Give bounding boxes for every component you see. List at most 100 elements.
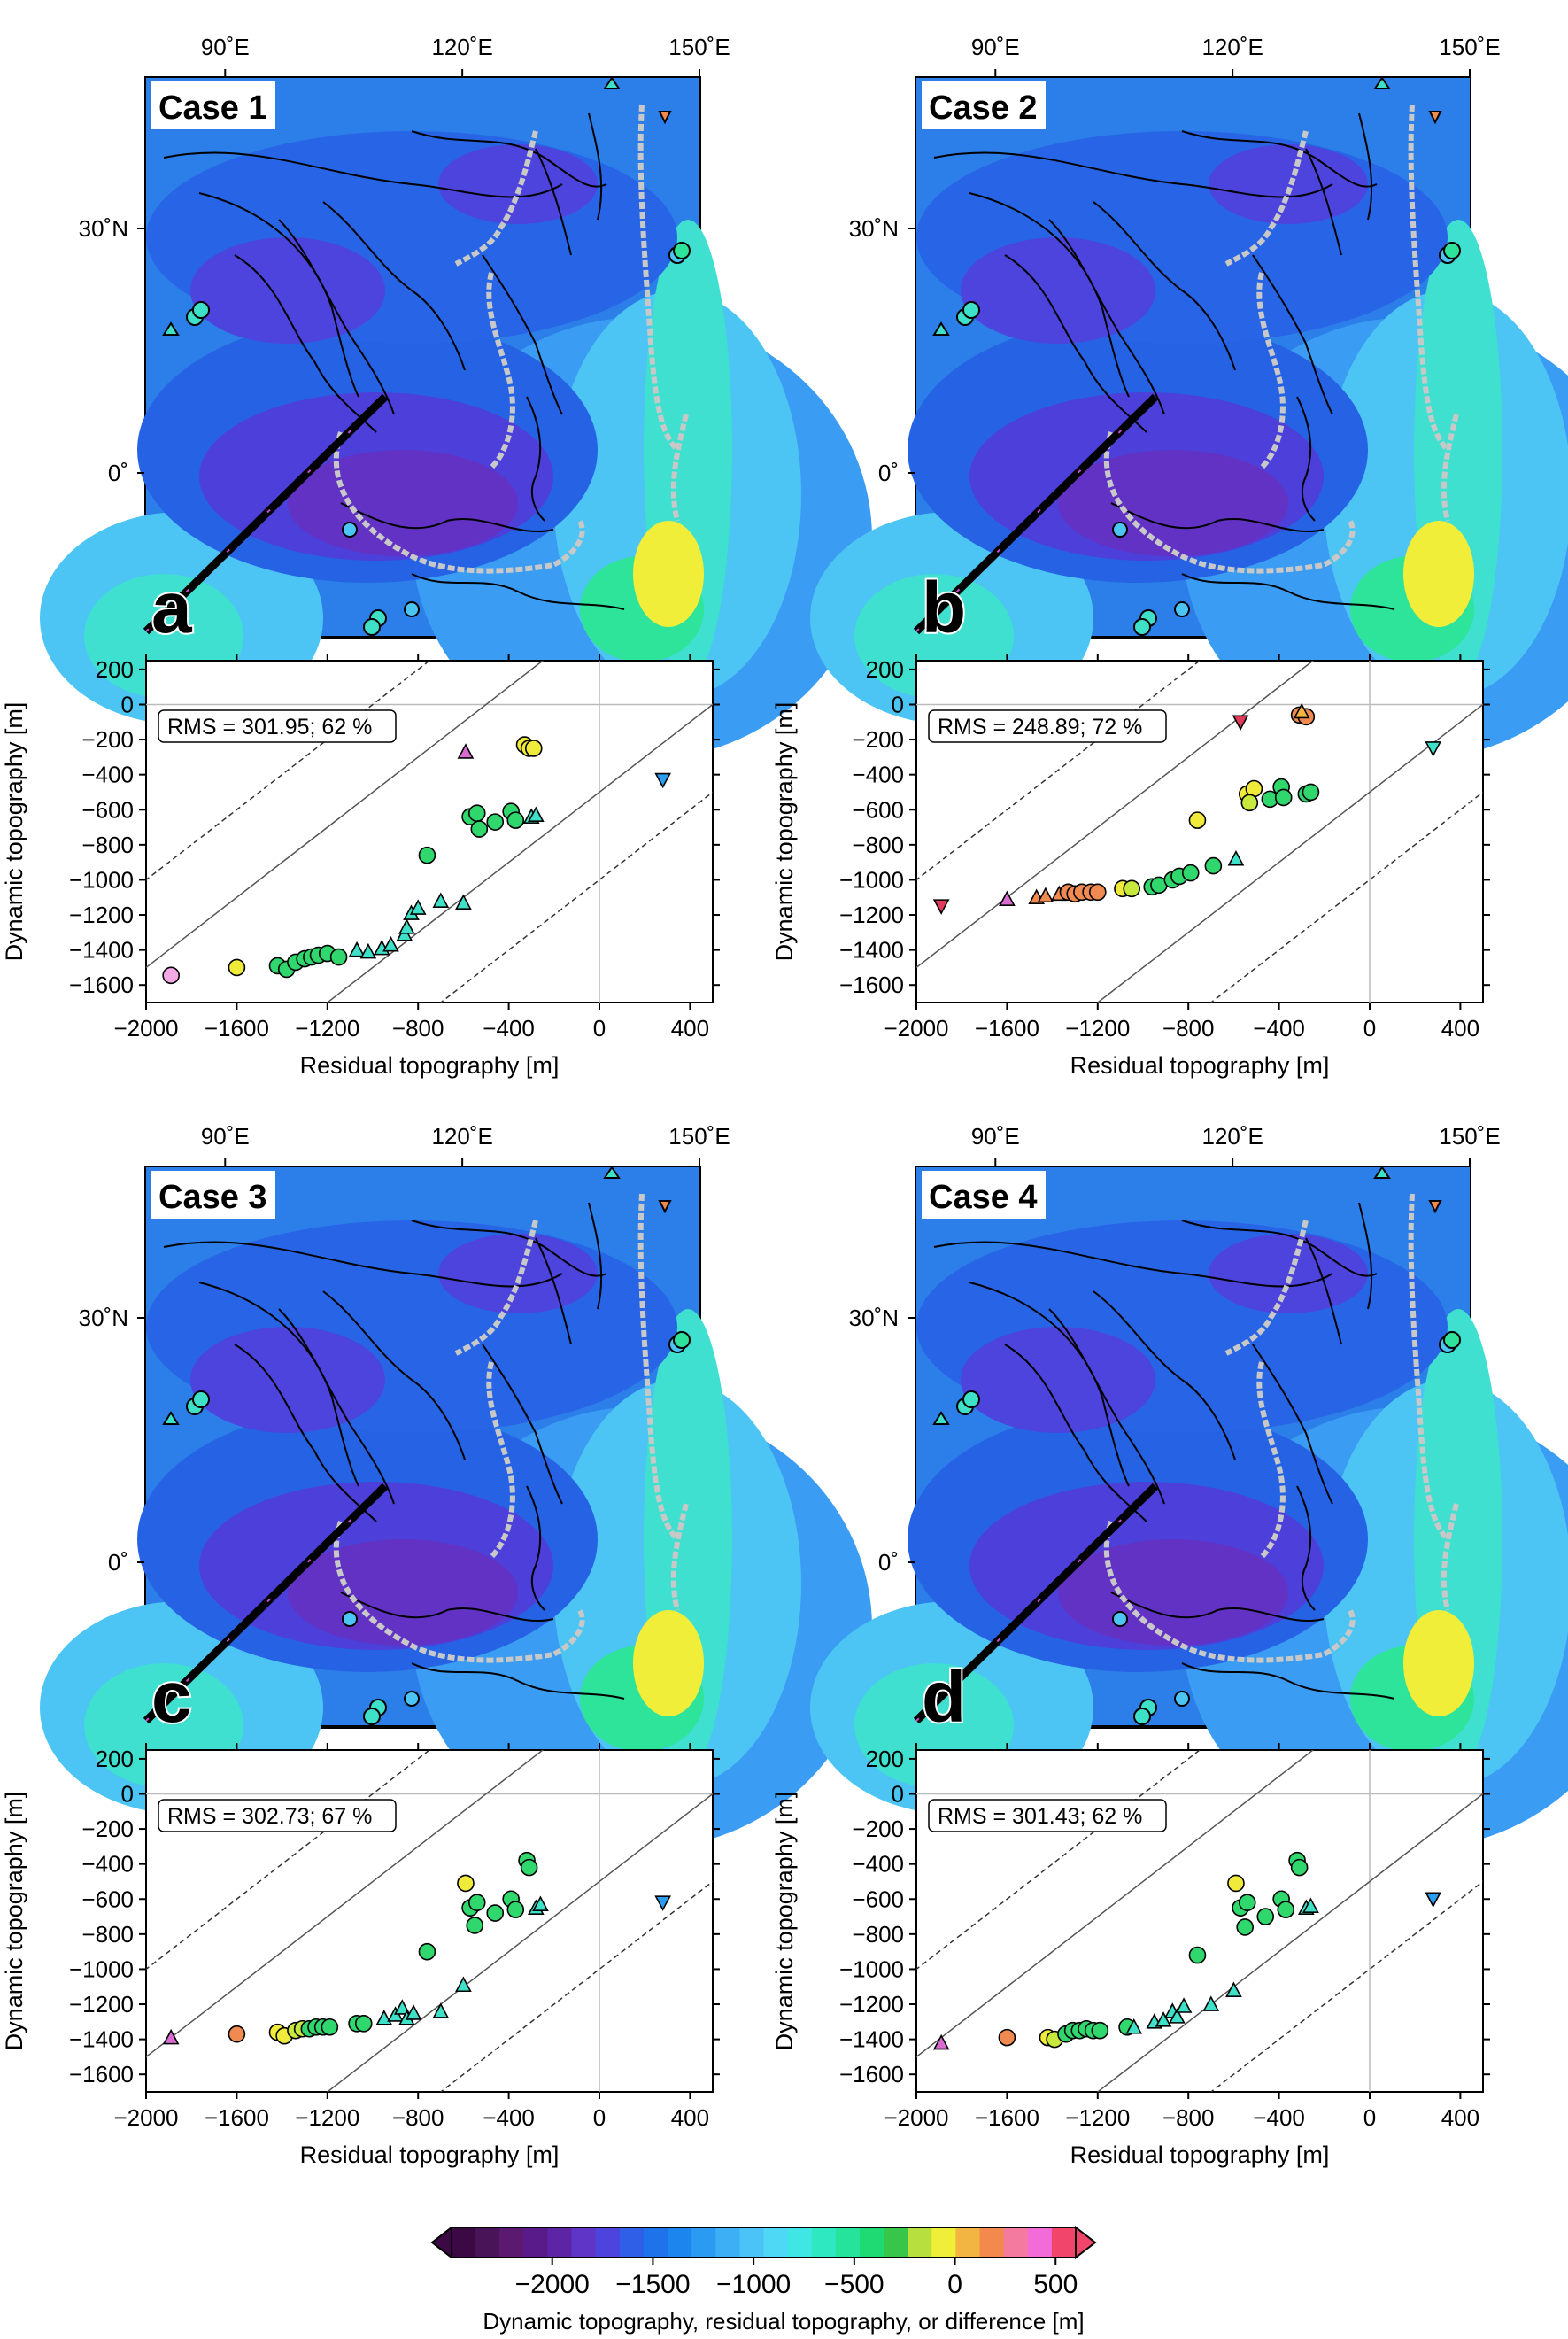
- colorbar-tick-label: 0: [947, 2270, 962, 2299]
- panels-container: 90˚E 120˚E 150˚E30˚N0˚Case 1a−2000 −1600 −12…: [1, 34, 1568, 2168]
- data-point-circle: [1181, 864, 1200, 882]
- y-tick-label: −800: [852, 1921, 904, 1948]
- reference-lines: [146, 661, 713, 1003]
- colorbar-swatch: [499, 2227, 524, 2258]
- lat-tick-label: 0˚: [108, 1549, 128, 1576]
- y-tick-label: 200: [96, 1746, 134, 1772]
- rms-box: [158, 1799, 397, 1832]
- data-point-triangle: [162, 2028, 180, 2045]
- lat-tick-label: 30˚N: [79, 1305, 128, 1331]
- y-tick-label: −1400: [839, 937, 904, 964]
- y-tick-label: −1600: [839, 2061, 904, 2087]
- x-tick-label: 0: [1363, 2104, 1376, 2131]
- x-tick-label: −800: [392, 1015, 444, 1042]
- y-tick-label: −1200: [69, 902, 134, 928]
- colorbar-swatch: [452, 2227, 476, 2258]
- data-point-circle: [162, 966, 180, 985]
- y-axis-label: Dynamic topography [m]: [1, 702, 27, 962]
- data-point-circle: [329, 948, 348, 966]
- data-point-triangle: [527, 806, 545, 822]
- map-panel: 90˚E 120˚E 150˚E 30˚N 0˚ Case 2 b: [810, 34, 1568, 760]
- data-point-circle: [354, 2015, 373, 2033]
- data-point-triangle-down: [654, 772, 672, 789]
- data-point-triangle: [1302, 1897, 1319, 1913]
- colorbar-frame: [451, 2227, 1077, 2258]
- colorbar-swatch: [619, 2227, 645, 2258]
- data-points: [932, 1851, 1442, 2050]
- rms-box: [928, 1799, 1167, 1832]
- x-tick-label: −400: [1253, 1015, 1305, 1042]
- lon-tick-label: 90˚E: [971, 34, 1020, 60]
- lat-tick-label: 0˚: [108, 460, 128, 486]
- x-tick-label: −1600: [205, 1015, 269, 1042]
- data-point-circle: [1188, 1946, 1207, 1964]
- reference-line: [326, 1793, 713, 2092]
- data-points: [162, 736, 672, 985]
- colorbar-swatch: [908, 2227, 932, 2258]
- colorbar-swatch: [595, 2227, 621, 2258]
- data-point-circle: [321, 2018, 339, 2036]
- data-point-triangle: [1169, 2008, 1186, 2024]
- case-label: Case 2: [929, 89, 1038, 127]
- colorbar-swatch: [739, 2227, 764, 2258]
- y-tick-label: −800: [852, 832, 904, 858]
- data-point-circle: [1277, 1901, 1295, 1918]
- x-tick-label: −1600: [975, 1015, 1039, 1042]
- x-tick-label: 0: [1363, 1015, 1376, 1042]
- data-point-circle: [1274, 788, 1293, 807]
- rms-label: RMS = 248.89; 72 %: [938, 715, 1142, 740]
- data-point-circle: [1236, 1918, 1255, 1936]
- data-points: [162, 1851, 672, 2045]
- data-point-circle: [228, 2025, 246, 2043]
- y-tick-label: −1400: [69, 2026, 134, 2053]
- colorbar-swatch: [884, 2227, 908, 2258]
- data-point-circle: [1227, 1874, 1245, 1893]
- panel-d: 90˚E 120˚E 150˚E30˚N0˚Case 4d−2000 −1600 −12…: [771, 1123, 1568, 2168]
- reference-line: [916, 661, 1315, 969]
- rms-box: [158, 709, 397, 743]
- data-point-circle: [1088, 883, 1107, 902]
- y-tick-label: −1200: [839, 1991, 904, 2018]
- y-tick-label: −400: [81, 1851, 134, 1878]
- y-tick-label: −1000: [69, 1956, 134, 1982]
- case-label-box: [922, 81, 1046, 129]
- data-point-circle: [466, 1917, 484, 1934]
- panel-letter: c: [151, 1657, 192, 1738]
- panel-b: 90˚E 120˚E 150˚E30˚N0˚Case 2b−2000 −1600 −12…: [771, 34, 1568, 1079]
- rms-label: RMS = 301.43; 62 %: [938, 1804, 1142, 1829]
- data-point-circle: [470, 820, 489, 838]
- data-point-circle: [1290, 1858, 1309, 1877]
- data-point-triangle: [348, 941, 366, 957]
- colorbar-swatch: [931, 2227, 956, 2258]
- x-tick-label: −800: [1162, 1015, 1215, 1042]
- reference-line: [1096, 703, 1483, 1003]
- data-point-triangle-down: [932, 899, 950, 915]
- x-tick-label: −1200: [295, 1015, 359, 1042]
- y-tick-label: −1000: [839, 1956, 904, 1982]
- colorbar-swatch: [835, 2227, 861, 2258]
- data-point-triangle-down: [1232, 715, 1249, 731]
- lat-tick-label: 30˚N: [849, 215, 899, 242]
- scatter-panel: −2000 −1600 −1200 −800 −400 0 400 200 0 −200 −400 −…: [1, 654, 720, 1079]
- data-point-circle: [1091, 2021, 1109, 2040]
- data-point-circle: [506, 1901, 525, 1918]
- data-point-circle: [1188, 811, 1207, 829]
- rms-label: RMS = 302.73; 67 %: [167, 1804, 372, 1829]
- data-point-triangle: [1202, 1995, 1220, 2011]
- scatter-panel: −2000 −1600 −1200 −800 −400 0 400 200 0 −200 −400 −…: [1, 1743, 720, 2168]
- data-point-triangle: [1155, 2011, 1172, 2027]
- lon-tick-label: 120˚E: [1201, 1123, 1263, 1150]
- reference-line: [1096, 1793, 1483, 2092]
- map-field: [40, 1167, 872, 1849]
- lat-tick-label: 30˚N: [849, 1305, 899, 1331]
- data-point-triangle: [1225, 1981, 1242, 1997]
- data-point-circle: [506, 811, 525, 829]
- data-point-triangle-down: [1425, 741, 1442, 757]
- x-tick-label: −400: [1253, 2104, 1305, 2131]
- colorbar-tick-label: 500: [1033, 2270, 1078, 2299]
- y-tick-label: 200: [96, 656, 134, 683]
- scatter-panel: −2000 −1600 −1200 −800 −400 0 400 200 0 −200 −400 −…: [771, 1743, 1490, 2168]
- y-tick-label: −1400: [839, 2026, 904, 2053]
- y-tick-label: −200: [81, 726, 134, 753]
